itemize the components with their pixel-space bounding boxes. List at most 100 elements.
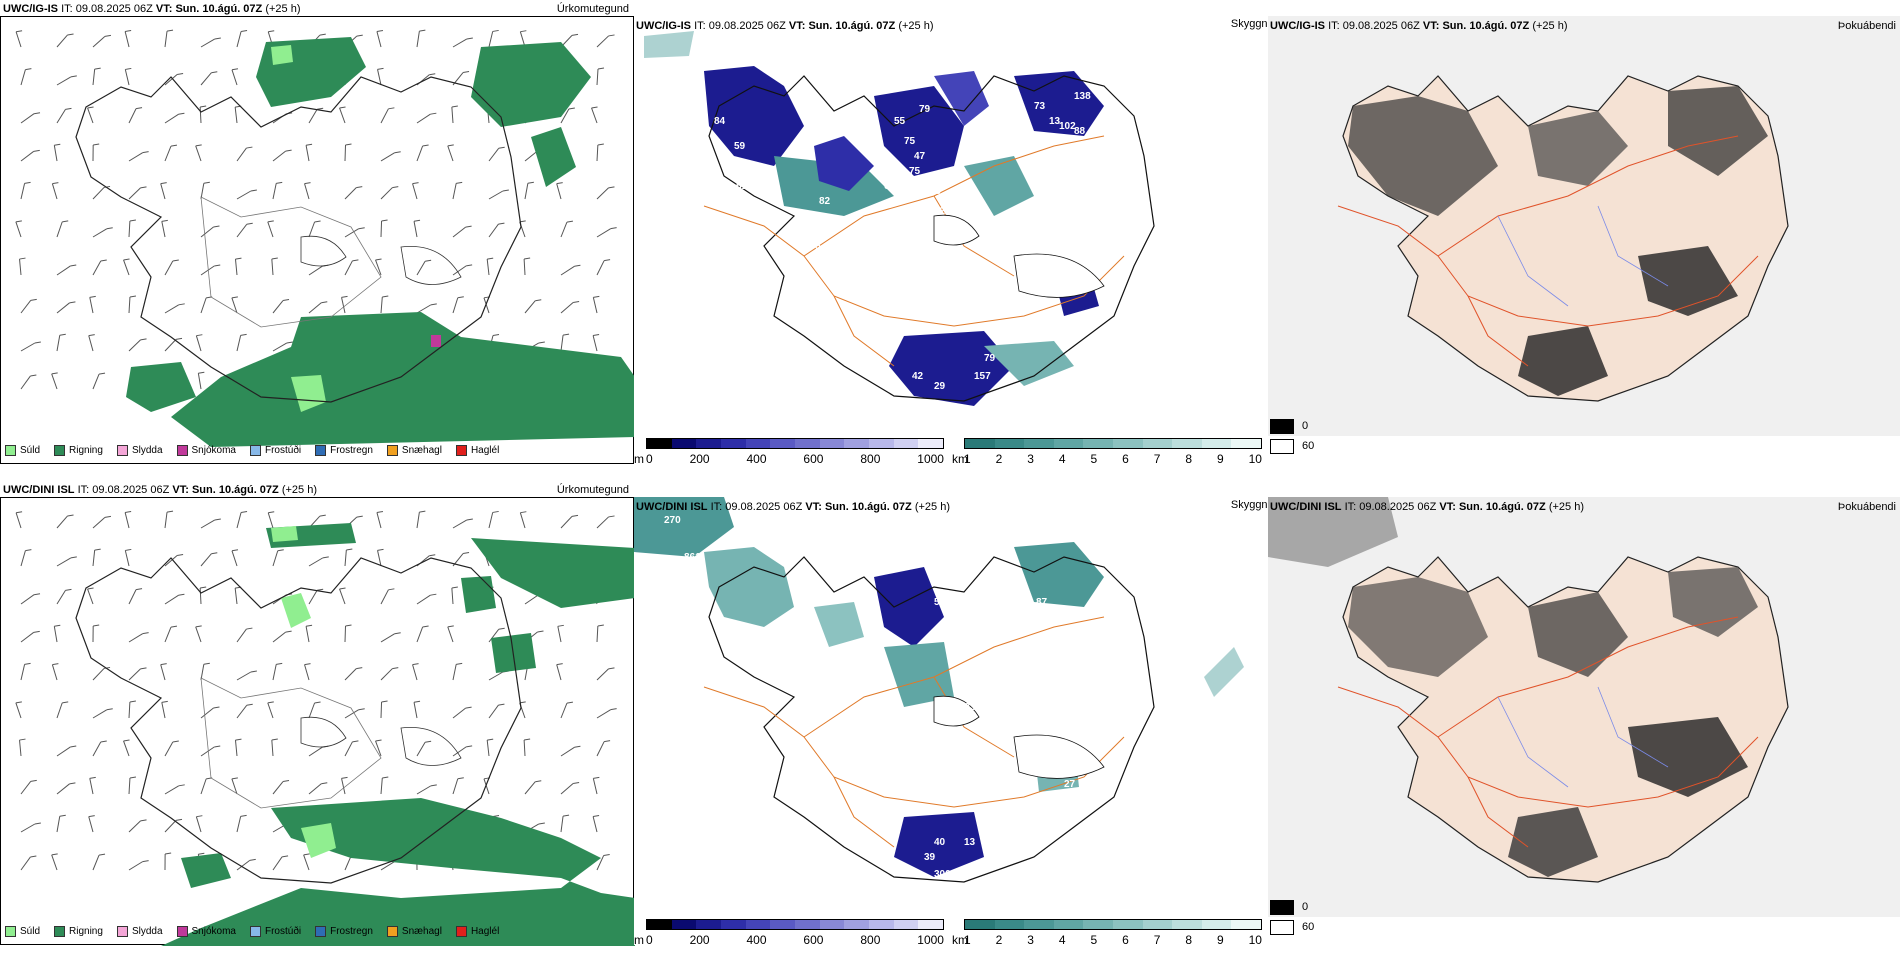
wind-barb (306, 626, 309, 642)
wind-barb (597, 145, 598, 161)
wind-barb-flag (524, 258, 530, 259)
wind-barb (273, 301, 283, 313)
wind-barb (453, 520, 467, 528)
wind-barb (57, 266, 70, 275)
wind-barb-flag (247, 223, 253, 224)
legend-label: Snjókoma (192, 445, 236, 456)
legend-item: Rigning (54, 926, 103, 937)
wind-barb-flag (395, 152, 401, 153)
visibility-value-label: 40 (934, 837, 945, 848)
wind-barb-flag (342, 777, 348, 778)
wind-barb (237, 705, 247, 718)
wind-barb-flag (604, 260, 610, 261)
wind-barb-flag (452, 106, 458, 107)
wind-barb (165, 75, 177, 85)
wind-barb (272, 740, 273, 756)
colorbar-cell (1113, 920, 1143, 929)
wind-barb-flag (537, 631, 543, 632)
wind-barb (597, 742, 604, 756)
wind-barb (345, 261, 352, 275)
wind-barb-flag (101, 741, 107, 742)
legend-item: Snæhagl (387, 926, 442, 937)
wind-barb (124, 741, 129, 756)
wind-barb-flag (499, 147, 505, 148)
visibility-value-label: 73 (1034, 101, 1045, 112)
colorbar-cell (795, 439, 820, 448)
legend-swatch (315, 445, 326, 456)
wind-barb-flag (69, 302, 75, 303)
colorbar-tick: 7 (1154, 452, 1161, 466)
visibility-value-label: 510 (954, 687, 971, 698)
wind-barb-flag (70, 746, 76, 747)
wind-barb (561, 266, 574, 275)
wind-barb-flag (16, 31, 22, 32)
colorbar-cell (770, 439, 795, 448)
wind-barb (237, 148, 246, 161)
wind-barb-flag (604, 854, 610, 855)
fog-legend-swatch (1270, 439, 1294, 454)
wind-barb-flag (520, 512, 526, 513)
wind-barb (165, 820, 176, 832)
fog-legend-row: 60 (1270, 917, 1314, 937)
panel-title: UWC/DINI ISL IT: 09.08.2025 06Z VT: Sun.… (1270, 501, 1584, 513)
wind-barb-flag (173, 260, 179, 261)
wind-barb-flag (283, 300, 289, 301)
wind-barb-flag (241, 31, 247, 32)
wind-barb-flag (52, 183, 58, 184)
wind-barb (381, 634, 395, 642)
wind-barb (89, 336, 93, 351)
visibility-map-canvas (634, 497, 1268, 917)
wind-barb-flag (321, 302, 327, 303)
wind-barb-flag (286, 150, 292, 151)
colorbar-tick: 200 (690, 452, 710, 466)
colorbar-tick: 9 (1217, 452, 1224, 466)
wind-barb-flag (430, 113, 436, 114)
wind-barb-flag (35, 342, 41, 343)
wind-barb (453, 664, 456, 680)
panel-title: UWC/DINI ISL IT: 09.08.2025 06Z VT: Sun.… (636, 501, 950, 513)
colorbar-cell (995, 439, 1025, 448)
wind-barb-flag (130, 220, 136, 221)
wind-barb-flag (232, 550, 238, 551)
wind-barb (561, 784, 573, 794)
visibility-value-label: 143 (1089, 827, 1106, 838)
wind-barb-flag (246, 147, 252, 148)
legend-swatch (387, 926, 398, 937)
colorbar-tick: 800 (860, 933, 880, 947)
wind-barb-flag (251, 671, 257, 672)
wind-barb (520, 513, 525, 528)
wind-barb (161, 665, 165, 680)
wind-barb (273, 183, 276, 199)
wind-barb-flag (487, 258, 493, 259)
fog-legend-value: 60 (1302, 440, 1314, 452)
colorbar-cell (918, 920, 943, 929)
colorbar-unit: m (634, 933, 644, 947)
wind-barb (129, 862, 143, 870)
wind-barb-flag (143, 152, 149, 153)
colorbar-tick: 1000 (917, 933, 944, 947)
wind-barb (273, 632, 286, 642)
visibility-value-label: 39 (924, 852, 935, 863)
wind-barb (21, 664, 25, 680)
wind-barb-flag (493, 30, 499, 31)
colorbar-tick: 8 (1185, 452, 1192, 466)
wind-barb (201, 664, 204, 680)
colorbar-cell (1172, 920, 1202, 929)
wind-barb-flag (429, 555, 435, 556)
wind-barb-flag (176, 819, 182, 820)
wind-barb-flag (499, 628, 505, 629)
wind-barb (525, 151, 537, 161)
colorbar-cell (918, 439, 943, 448)
wind-barb-flag (567, 702, 573, 703)
wind-barb-flag (592, 107, 598, 108)
wind-barb (597, 261, 604, 275)
visibility-value-label: 105 (804, 241, 821, 252)
wind-barb-flag (125, 68, 131, 69)
wind-barb-flag (376, 259, 382, 260)
colorbar-tick: 6 (1122, 933, 1129, 947)
wind-barb-flag (31, 780, 37, 781)
wind-barb (232, 70, 237, 85)
wind-barb-flag (250, 859, 256, 860)
